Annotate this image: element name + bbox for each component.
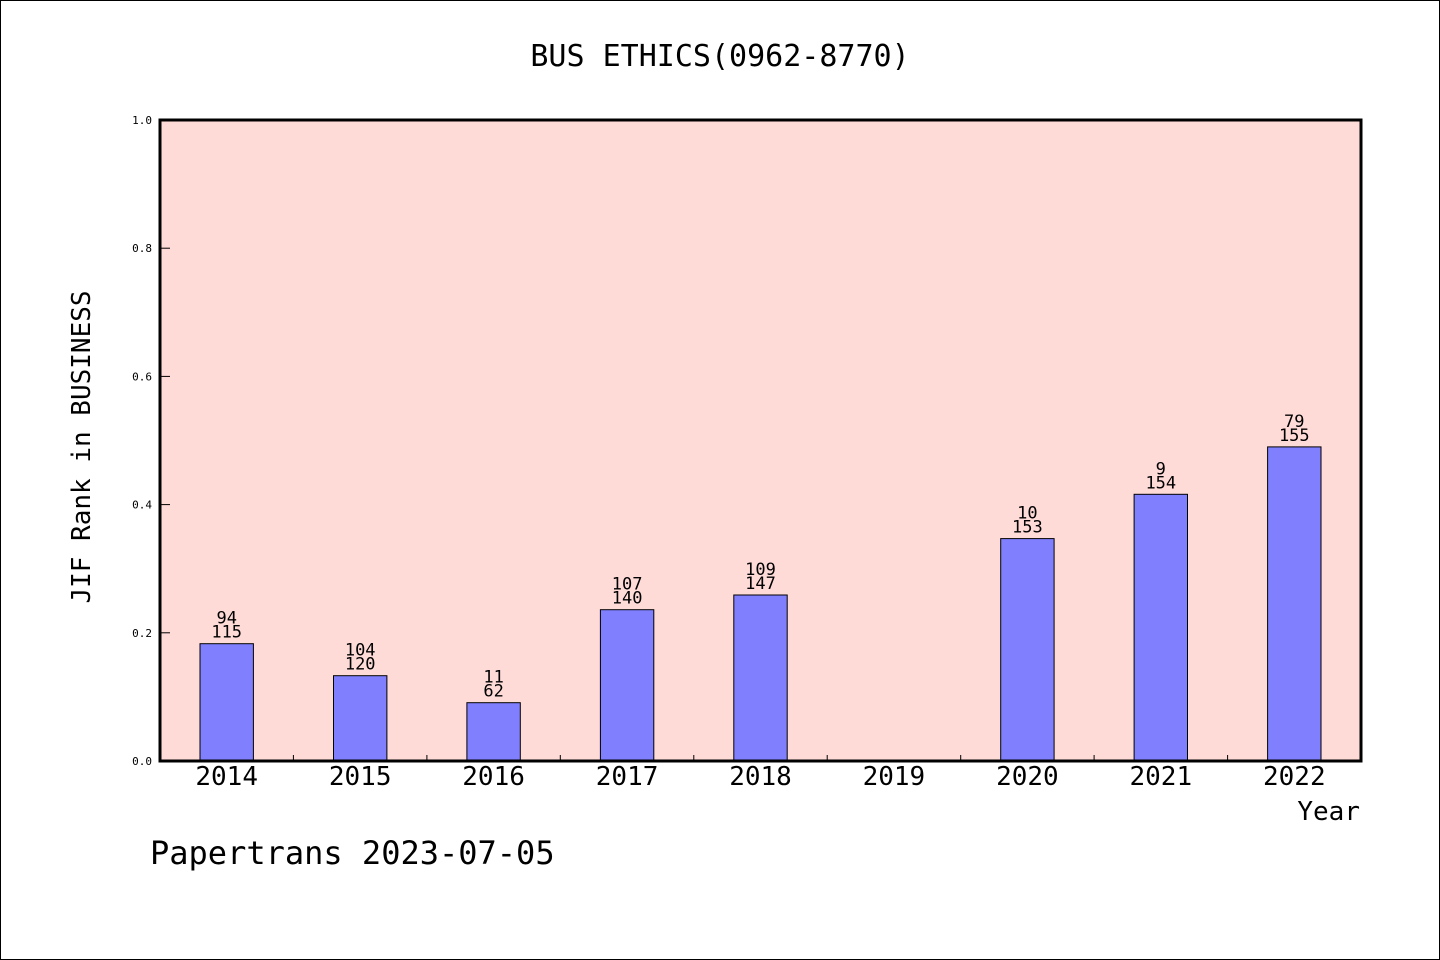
x-tick-label-2017: 2017	[596, 762, 659, 792]
y-tick-label: 0.0	[132, 755, 152, 768]
bar-label-rank-2016: 11	[483, 668, 503, 688]
y-tick-label: 0.2	[132, 627, 152, 640]
y-tick-label: 1.0	[132, 114, 152, 127]
x-axis-label: Year	[1297, 797, 1360, 827]
chart-title: BUS ETHICS(0962-8770)	[530, 39, 909, 74]
bar-label-total-2017: 140	[612, 589, 643, 609]
bar-label-rank-2022: 79	[1284, 412, 1304, 432]
y-tick-label: 0.6	[132, 370, 152, 383]
bar-2022	[1267, 446, 1322, 762]
x-tick-label-2019: 2019	[863, 762, 926, 792]
y-axis-label: JIF Rank in BUSINESS	[67, 290, 97, 603]
x-tick-label-2020: 2020	[996, 762, 1059, 792]
y-axis: 0.0 0.2 0.4 0.6 0.8 1.0	[132, 114, 170, 768]
bar-label-rank-2017: 107	[612, 575, 643, 595]
x-tick-label-2014: 2014	[195, 762, 258, 792]
bar-2016	[466, 702, 521, 762]
bar-label-rank-2018: 109	[745, 560, 776, 580]
bar-label-rank-2020: 10	[1017, 504, 1037, 524]
x-tick-label-2015: 2015	[329, 762, 392, 792]
bar-label-total-2021: 154	[1145, 473, 1176, 493]
bar-label-total-2018: 147	[745, 574, 776, 594]
bar-2020	[1000, 538, 1055, 762]
bar-label-total-2015: 120	[345, 655, 376, 675]
y-tick-label: 0.4	[132, 499, 152, 512]
x-tick-label-2016: 2016	[462, 762, 525, 792]
bar-2014	[199, 643, 254, 762]
x-tick-label-2018: 2018	[729, 762, 792, 792]
plot-border	[158, 118, 1363, 763]
bar-label-rank-2015: 104	[345, 641, 376, 661]
bar-label-total-2020: 153	[1012, 518, 1043, 538]
bar-2017	[599, 609, 655, 762]
x-tick-label-2021: 2021	[1129, 762, 1192, 792]
y-tick-label: 0.8	[132, 242, 152, 255]
footer-text: Papertrans 2023-07-05	[150, 834, 555, 872]
bar-label-rank-2021: 9	[1156, 459, 1166, 479]
bar-label-total-2022: 155	[1279, 426, 1310, 446]
x-tick-label-2022: 2022	[1263, 762, 1326, 792]
bars-group	[199, 446, 1322, 762]
bar-2021	[1133, 493, 1188, 762]
x-axis: 2014 2015 2016 2017 2018 2019 2020 2021 2022	[195, 755, 1326, 792]
bar-label-total-2016: 62	[483, 682, 503, 702]
bar-2015	[333, 675, 388, 762]
bar-label-rank-2014: 94	[216, 609, 236, 629]
bar-2018	[733, 594, 788, 762]
bar-label-total-2014: 115	[211, 623, 242, 643]
